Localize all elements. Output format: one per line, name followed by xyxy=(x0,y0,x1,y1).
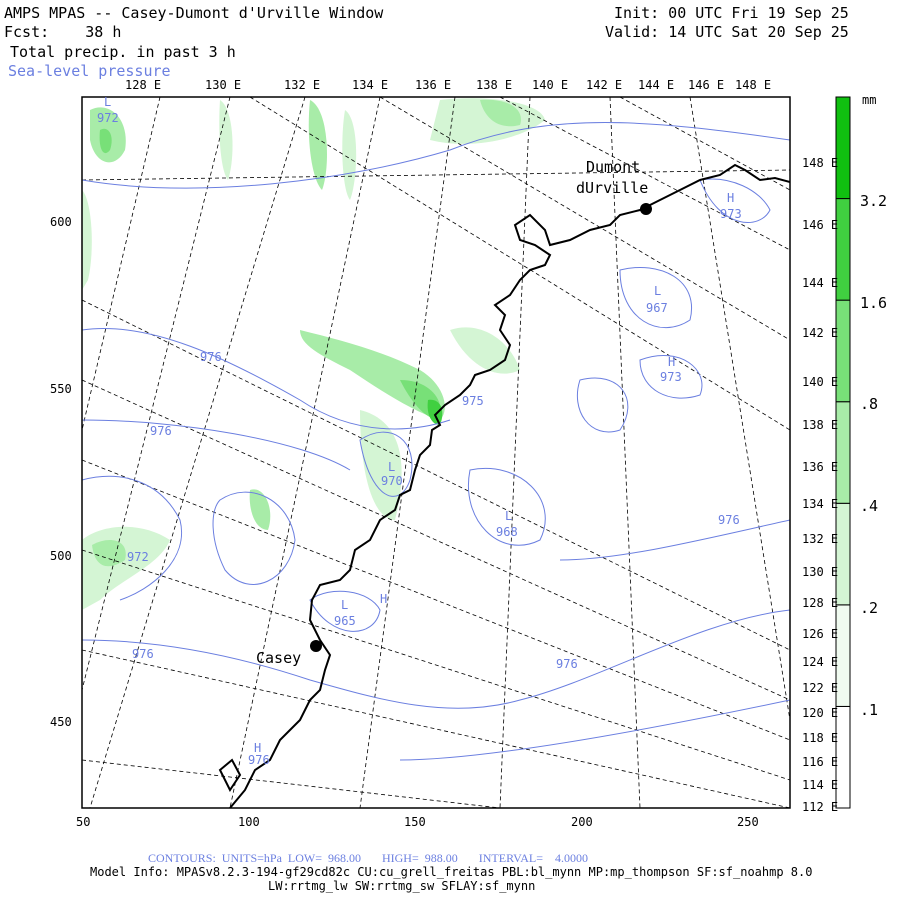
contour-label: 970 xyxy=(381,474,403,488)
station-markers xyxy=(310,203,652,652)
colorbar-level: 3.2 xyxy=(860,192,888,210)
high-center: H xyxy=(254,741,262,755)
right-lon-label: 122 E xyxy=(802,681,839,695)
right-lon-label: 146 E xyxy=(802,218,839,232)
colorbar-level: .1 xyxy=(860,701,879,719)
colorbar-segment xyxy=(835,502,851,606)
y-tick-label: 500 xyxy=(50,549,72,563)
contour-label: 972 xyxy=(97,111,119,125)
x-tick-label: 150 xyxy=(404,815,426,829)
contour-label: 976 xyxy=(200,350,222,364)
right-lon-label: 136 E xyxy=(802,460,839,474)
contour-label: 965 xyxy=(334,614,356,628)
top-lon-label: 134 E xyxy=(352,78,389,92)
right-lon-label: 130 E xyxy=(802,565,839,579)
contour-label: 976 xyxy=(150,424,172,438)
high-center: H xyxy=(727,191,735,205)
right-lon-label: 118 E xyxy=(802,731,839,745)
contour-label: 976 xyxy=(556,657,578,671)
high-center: H xyxy=(380,592,388,606)
overlay-name: Sea-level pressure xyxy=(8,62,171,80)
dumont-label-line1: Dumont xyxy=(586,158,641,176)
right-lon-label: 144 E xyxy=(802,276,839,290)
right-lon-label: 114 E xyxy=(802,778,839,792)
y-tick-label: 550 xyxy=(50,382,72,396)
contours-info: CONTOURS: UNITS=hPa LOW= 968.00 HIGH= 98… xyxy=(148,851,588,865)
x-tick-label: 100 xyxy=(238,815,260,829)
contour-label: 972 xyxy=(127,550,149,564)
dumont-station-marker[interactable] xyxy=(640,203,652,215)
dumont-label-line2: dUrville xyxy=(576,179,649,197)
physics-info: LW:rrtmg_lw SW:rrtmg_sw SFLAY:sf_mynn xyxy=(268,879,536,893)
colorbar-level: .8 xyxy=(860,395,879,413)
colorbar xyxy=(835,96,851,809)
contour-label: 976 xyxy=(718,513,740,527)
top-lon-label: 144 E xyxy=(638,78,675,92)
low-center: L xyxy=(341,598,349,612)
model-info: Model Info: MPASv8.2.3-194-gf29cd82c CU:… xyxy=(90,865,813,879)
right-lon-label: 112 E xyxy=(802,800,839,814)
right-lon-label: 128 E xyxy=(802,596,839,610)
colorbar-segment xyxy=(835,401,851,504)
colorbar-unit: mm xyxy=(862,93,877,107)
right-lon-label: 126 E xyxy=(802,627,839,641)
low-center: L xyxy=(104,95,112,109)
top-lon-label: 136 E xyxy=(415,78,452,92)
chart-title: AMPS MPAS -- Casey-Dumont d'Urville Wind… xyxy=(4,4,384,22)
top-lon-label: 146 E xyxy=(688,78,725,92)
contour-label: 968 xyxy=(496,525,518,539)
contour-label: 973 xyxy=(660,370,682,384)
pressure-contours xyxy=(82,122,790,761)
field-name: Total precip. in past 3 h xyxy=(10,43,236,61)
map-frame xyxy=(81,96,791,809)
low-center: L xyxy=(654,284,662,298)
right-lon-label: 124 E xyxy=(802,655,839,669)
init-time: Init: 00 UTC Fri 19 Sep 25 xyxy=(614,4,849,22)
top-lon-label: 140 E xyxy=(532,78,569,92)
right-lon-label: 140 E xyxy=(802,375,839,389)
top-lon-label: 148 E xyxy=(735,78,772,92)
low-center: L xyxy=(505,509,513,523)
low-center: L xyxy=(388,460,396,474)
right-lon-label: 142 E xyxy=(802,326,839,340)
x-tick-label: 250 xyxy=(737,815,759,829)
x-tick-label: 200 xyxy=(571,815,593,829)
top-lon-label: 132 E xyxy=(284,78,321,92)
colorbar-level: .4 xyxy=(860,497,879,515)
contour-label: 973 xyxy=(720,207,742,221)
contour-label: 975 xyxy=(462,394,484,408)
x-tick-label: 50 xyxy=(76,815,91,829)
valid-time: Valid: 14 UTC Sat 20 Sep 25 xyxy=(605,23,849,41)
casey-label: Casey xyxy=(256,649,302,667)
right-lon-label: 148 E xyxy=(802,156,839,170)
high-center: H xyxy=(668,355,676,369)
contour-label: 967 xyxy=(646,301,668,315)
graticule xyxy=(82,97,790,808)
top-lon-label: 138 E xyxy=(476,78,513,92)
top-lon-label: 130 E xyxy=(205,78,242,92)
right-lon-label: 116 E xyxy=(802,755,839,769)
contour-label: 976 xyxy=(248,753,270,767)
y-tick-label: 600 xyxy=(50,215,72,229)
right-lon-label: 132 E xyxy=(802,532,839,546)
forecast-hour: Fcst: 38 h xyxy=(4,23,122,41)
top-lon-label: 128 E xyxy=(125,78,162,92)
colorbar-segment xyxy=(835,96,851,200)
precip-shading xyxy=(82,98,545,610)
colorbar-level: 1.6 xyxy=(860,294,888,312)
contour-label: 976 xyxy=(132,647,154,661)
top-lon-label: 142 E xyxy=(586,78,623,92)
right-lon-label: 120 E xyxy=(802,706,839,720)
coastline xyxy=(218,163,790,808)
right-lon-label: 138 E xyxy=(802,418,839,432)
casey-station-marker[interactable] xyxy=(310,640,322,652)
right-lon-label: 134 E xyxy=(802,497,839,511)
y-tick-label: 450 xyxy=(50,715,72,729)
colorbar-level: .2 xyxy=(860,599,879,617)
